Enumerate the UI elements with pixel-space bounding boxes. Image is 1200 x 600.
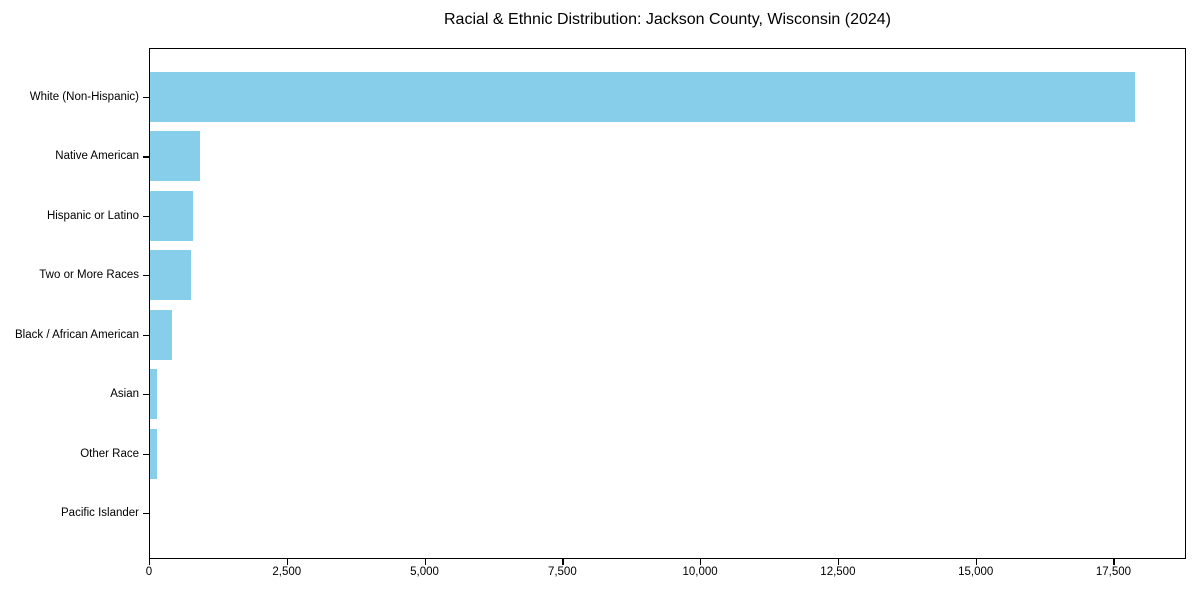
y-axis-category-label: Hispanic or Latino <box>46 209 139 222</box>
bar-two-or-more-races <box>150 250 191 301</box>
y-axis-category-label: Black / African American <box>15 328 139 341</box>
plot-area <box>149 48 1186 559</box>
y-axis-category-label: Two or More Races <box>39 269 139 282</box>
bar-hispanic-or-latino <box>150 190 193 241</box>
y-axis-tick-mark <box>143 215 149 218</box>
x-axis-tick-label: 10,000 <box>682 566 718 578</box>
x-axis-tick-mark <box>837 559 840 565</box>
y-axis-tick-mark <box>143 394 149 396</box>
x-axis-tick-mark <box>975 559 977 565</box>
y-axis-category-label: Other Race <box>80 447 139 460</box>
x-axis-tick-mark <box>1113 559 1115 565</box>
x-axis-tick-label: 5,000 <box>410 566 439 578</box>
y-axis-category-label: Asian <box>110 388 139 401</box>
x-axis-tick-mark <box>700 559 702 565</box>
y-axis-tick-mark <box>143 334 149 336</box>
y-axis-tick-mark <box>143 97 149 99</box>
y-axis-tick-mark <box>143 156 149 158</box>
x-axis-tick-label: 17,500 <box>1095 566 1132 578</box>
x-axis-tick-label: 2,500 <box>272 566 302 578</box>
bar-other-race <box>150 428 158 479</box>
y-axis-tick-mark <box>143 513 149 515</box>
y-axis-category-label: Pacific Islander <box>61 507 139 519</box>
y-axis-category-label: White (Non-Hispanic) <box>29 91 139 103</box>
bar-white-non-hispanic <box>150 72 1136 122</box>
bar-black-african-american <box>150 309 172 360</box>
x-axis-tick-label: 12,500 <box>820 566 856 578</box>
x-axis-tick-mark <box>286 559 288 565</box>
x-axis-tick-label: 0 <box>145 566 153 578</box>
bar-native-american <box>150 131 200 182</box>
x-axis-tick-mark <box>424 559 426 565</box>
x-axis-tick-label: 15,000 <box>958 566 994 578</box>
y-axis-tick-mark <box>143 275 149 277</box>
chart-title: Racial & Ethnic Distribution: Jackson Co… <box>444 11 891 28</box>
x-axis-tick-mark <box>562 559 564 565</box>
y-axis-category-label: Native American <box>55 150 139 163</box>
x-axis-tick-label: 7,500 <box>547 566 577 578</box>
y-axis-tick-mark <box>143 453 149 455</box>
x-axis-tick-mark <box>149 559 151 565</box>
bar-asian <box>150 369 157 420</box>
